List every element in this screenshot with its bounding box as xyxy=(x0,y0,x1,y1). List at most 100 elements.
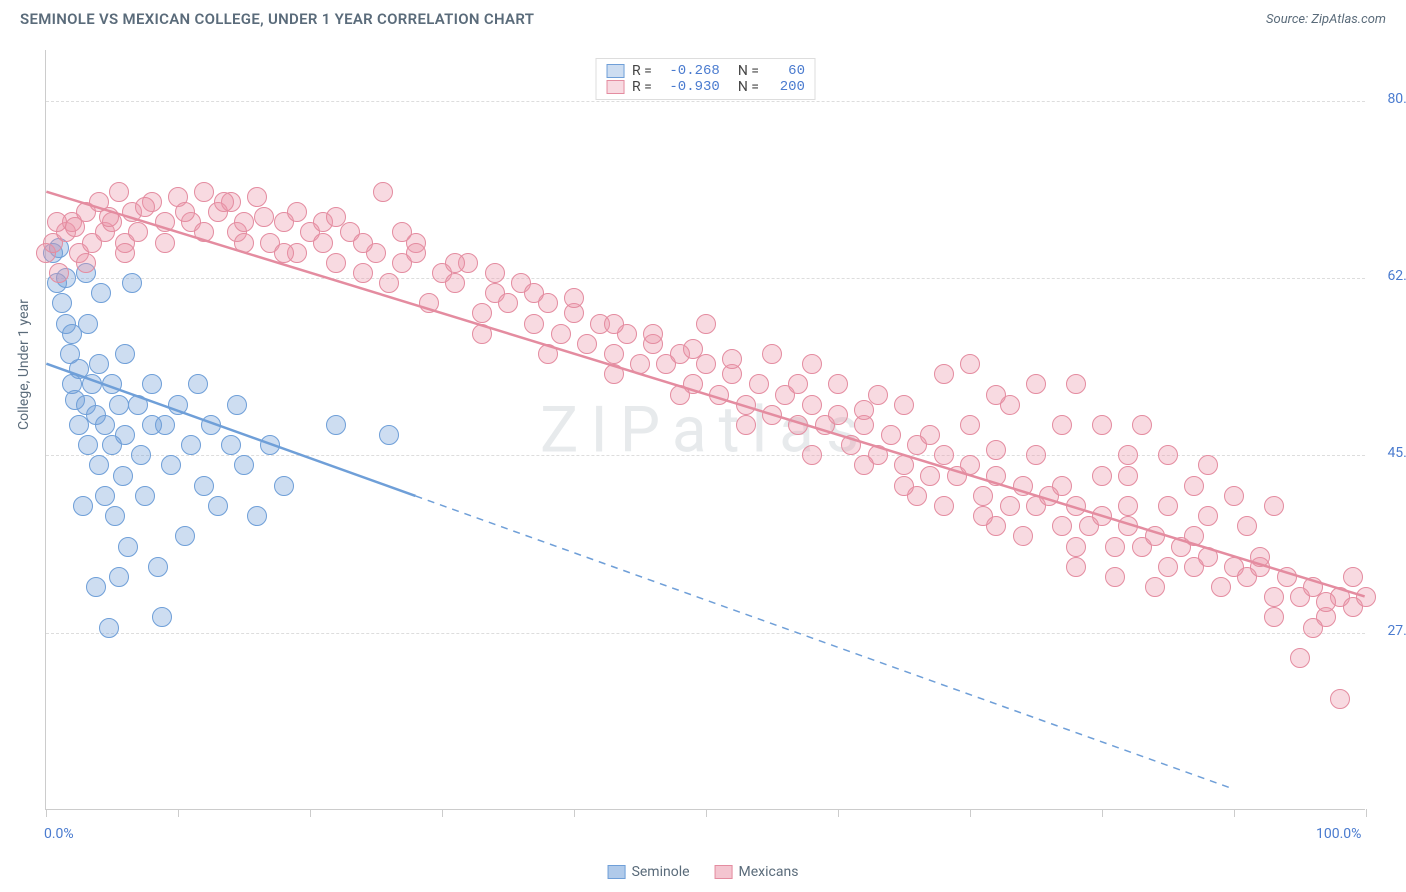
scatter-point xyxy=(234,212,254,232)
series-legend-item: Seminole xyxy=(608,864,690,880)
scatter-point xyxy=(1158,445,1178,465)
x-tick xyxy=(574,809,575,817)
scatter-point xyxy=(1356,587,1376,607)
scatter-point xyxy=(973,506,993,526)
scatter-point xyxy=(894,476,914,496)
scatter-point xyxy=(1303,618,1323,638)
scatter-point xyxy=(538,344,558,364)
scatter-point xyxy=(1066,537,1086,557)
scatter-point xyxy=(47,212,67,232)
scatter-point xyxy=(86,577,106,597)
legend-row: R =-0.930N =200 xyxy=(606,79,805,95)
x-tick xyxy=(706,809,707,817)
legend-r-label: R = xyxy=(632,79,652,95)
scatter-point xyxy=(1264,607,1284,627)
scatter-point xyxy=(1316,592,1336,612)
scatter-point xyxy=(135,197,155,217)
scatter-point xyxy=(1026,445,1046,465)
gridline xyxy=(46,101,1365,102)
scatter-point xyxy=(89,354,109,374)
series-legend-item: Mexicans xyxy=(715,864,799,880)
x-tick xyxy=(46,809,47,817)
scatter-point xyxy=(934,445,954,465)
scatter-point xyxy=(326,207,346,227)
scatter-point xyxy=(1264,496,1284,516)
scatter-point xyxy=(313,233,333,253)
scatter-point xyxy=(802,354,822,374)
scatter-point xyxy=(1184,526,1204,546)
scatter-point xyxy=(1250,547,1270,567)
scatter-point xyxy=(227,395,247,415)
scatter-point xyxy=(1013,526,1033,546)
scatter-point xyxy=(1158,557,1178,577)
scatter-point xyxy=(762,405,782,425)
scatter-point xyxy=(604,314,624,334)
scatter-point xyxy=(95,415,115,435)
scatter-point xyxy=(1290,648,1310,668)
x-tick-label: 100.0% xyxy=(1316,826,1361,842)
scatter-point xyxy=(115,243,135,263)
scatter-point xyxy=(109,567,129,587)
scatter-point xyxy=(604,344,624,364)
scatter-point xyxy=(1052,476,1072,496)
y-tick-label: 45.0% xyxy=(1370,445,1406,461)
x-tick xyxy=(1234,809,1235,817)
scatter-point xyxy=(788,415,808,435)
y-axis-label: College, Under 1 year xyxy=(16,299,32,430)
scatter-point xyxy=(115,344,135,364)
scatter-point xyxy=(373,182,393,202)
scatter-point xyxy=(1145,577,1165,597)
scatter-point xyxy=(1277,567,1297,587)
scatter-point xyxy=(524,314,544,334)
scatter-point xyxy=(696,354,716,374)
scatter-point xyxy=(1052,415,1072,435)
scatter-point xyxy=(551,324,571,344)
scatter-point xyxy=(828,405,848,425)
scatter-point xyxy=(854,455,874,475)
scatter-point xyxy=(1198,506,1218,526)
scatter-point xyxy=(1000,496,1020,516)
scatter-point xyxy=(472,324,492,344)
scatter-point xyxy=(986,385,1006,405)
scatter-point xyxy=(920,425,940,445)
scatter-point xyxy=(1092,415,1112,435)
scatter-point xyxy=(1184,476,1204,496)
legend-swatch xyxy=(606,64,624,78)
legend-swatch xyxy=(608,865,626,879)
scatter-point xyxy=(102,374,122,394)
scatter-point xyxy=(214,192,234,212)
scatter-point xyxy=(1198,547,1218,567)
x-tick-label: 0.0% xyxy=(44,826,74,842)
scatter-point xyxy=(524,283,544,303)
scatter-point xyxy=(89,455,109,475)
scatter-point xyxy=(78,435,98,455)
scatter-point xyxy=(181,435,201,455)
correlation-legend: R =-0.268N =60R =-0.930N =200 xyxy=(595,58,816,100)
legend-row: R =-0.268N =60 xyxy=(606,63,805,79)
scatter-point xyxy=(194,222,214,242)
scatter-point xyxy=(65,217,85,237)
scatter-point xyxy=(986,440,1006,460)
scatter-point xyxy=(1224,486,1244,506)
scatter-point xyxy=(91,283,111,303)
legend-r-label: R = xyxy=(632,63,652,79)
legend-r-value: -0.268 xyxy=(660,63,720,79)
scatter-point xyxy=(881,425,901,445)
scatter-point xyxy=(175,202,195,222)
scatter-point xyxy=(175,526,195,546)
scatter-point xyxy=(802,445,822,465)
scatter-point xyxy=(894,455,914,475)
scatter-point xyxy=(472,303,492,323)
x-tick xyxy=(310,809,311,817)
scatter-point xyxy=(52,293,72,313)
scatter-point xyxy=(131,445,151,465)
scatter-point xyxy=(709,385,729,405)
scatter-point xyxy=(1211,577,1231,597)
gridline xyxy=(46,633,1365,634)
scatter-point xyxy=(445,273,465,293)
legend-label: Seminole xyxy=(632,864,690,880)
scatter-point xyxy=(1237,516,1257,536)
scatter-point xyxy=(109,395,129,415)
scatter-point xyxy=(128,395,148,415)
scatter-point xyxy=(802,395,822,415)
